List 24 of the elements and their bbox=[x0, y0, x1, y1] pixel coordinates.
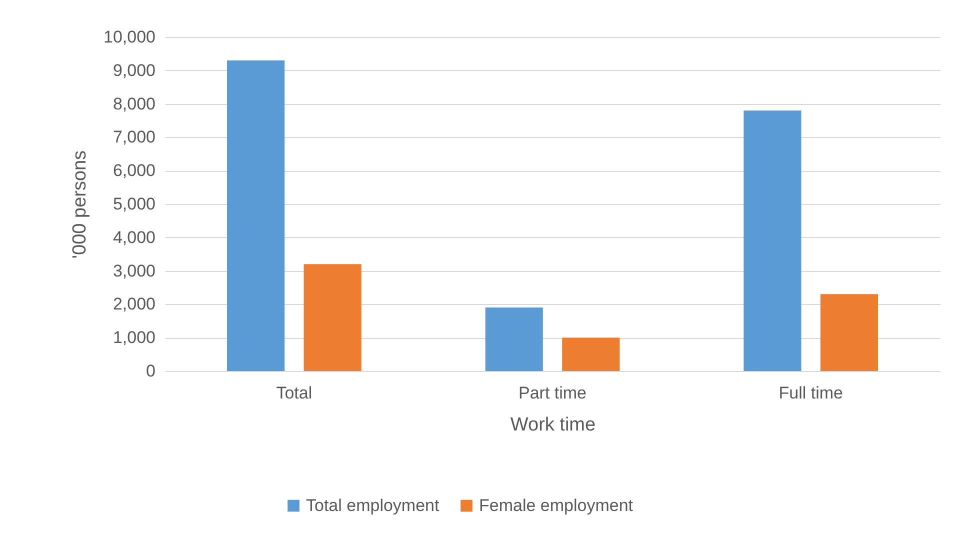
y-tick-label: 5,000 bbox=[112, 194, 156, 214]
x-tick-label: Part time bbox=[518, 384, 587, 402]
legend-label: Total employment bbox=[306, 496, 440, 515]
y-tick-label: 8,000 bbox=[112, 94, 156, 114]
x-axis-title: Work time bbox=[510, 414, 596, 436]
x-tick-label: Total bbox=[276, 384, 312, 402]
y-tick-label: 0 bbox=[146, 362, 156, 380]
y-tick-label: 6,000 bbox=[112, 161, 156, 180]
y-tick-label: 4,000 bbox=[112, 228, 156, 247]
bar bbox=[820, 294, 878, 371]
y-tick-label: 2,000 bbox=[112, 294, 156, 314]
y-tick-label: 3,000 bbox=[112, 261, 156, 280]
legend-label: Female employment bbox=[479, 496, 634, 515]
y-tick-label: 7,000 bbox=[112, 128, 156, 147]
y-axis-title: '000 persons bbox=[70, 150, 91, 259]
y-tick-label: 1,000 bbox=[112, 328, 156, 348]
x-tick-label: Full time bbox=[778, 384, 843, 402]
bar bbox=[304, 264, 362, 371]
bar bbox=[227, 60, 285, 371]
y-tick-label: 9,000 bbox=[112, 60, 156, 80]
bar bbox=[744, 110, 802, 371]
y-tick-label: 10,000 bbox=[104, 28, 156, 46]
bar bbox=[485, 308, 543, 371]
bar bbox=[562, 338, 620, 371]
